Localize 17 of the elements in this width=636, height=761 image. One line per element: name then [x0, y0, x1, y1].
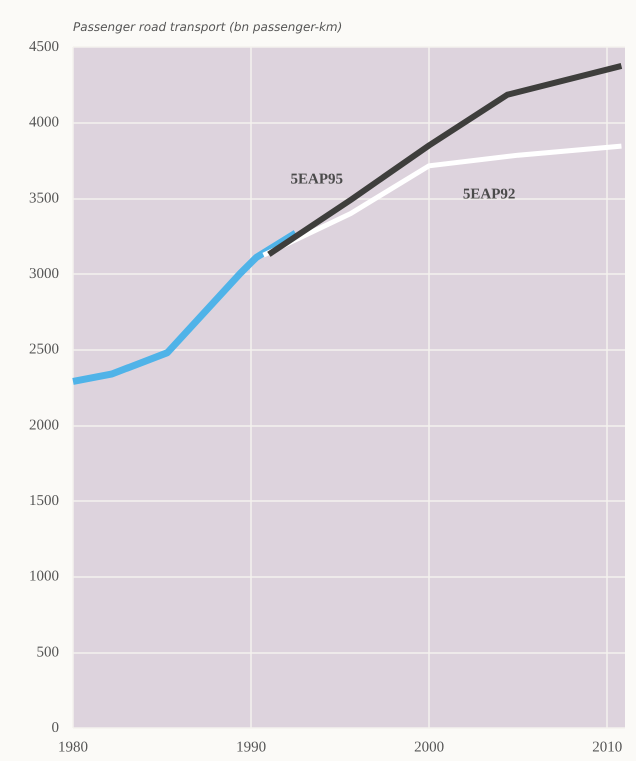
y-tick-label: 1000	[29, 568, 59, 585]
y-tick-label: 2000	[29, 417, 59, 434]
x-tick-label: 2000	[414, 740, 444, 756]
x-tick-label: 2010	[592, 740, 622, 756]
y-axis-title: Passenger road transport (bn passenger-km)	[73, 20, 342, 34]
y-tick-label: 2500	[29, 342, 59, 358]
y-tick-label: 3000	[29, 266, 59, 282]
y-tick-label: 1500	[29, 493, 59, 509]
y-tick-label: 500	[36, 644, 59, 660]
y-tick-label: 4500	[29, 39, 59, 55]
y-tick-label: 3500	[29, 190, 59, 206]
series-label: 5EAP92	[462, 186, 516, 202]
y-tick-label: 0	[52, 720, 59, 736]
x-tick-label: 1980	[58, 740, 88, 756]
y-tick-label: 4000	[29, 114, 59, 131]
series-label: 5EAP95	[290, 171, 344, 188]
x-tick-label: 1990	[236, 740, 266, 756]
